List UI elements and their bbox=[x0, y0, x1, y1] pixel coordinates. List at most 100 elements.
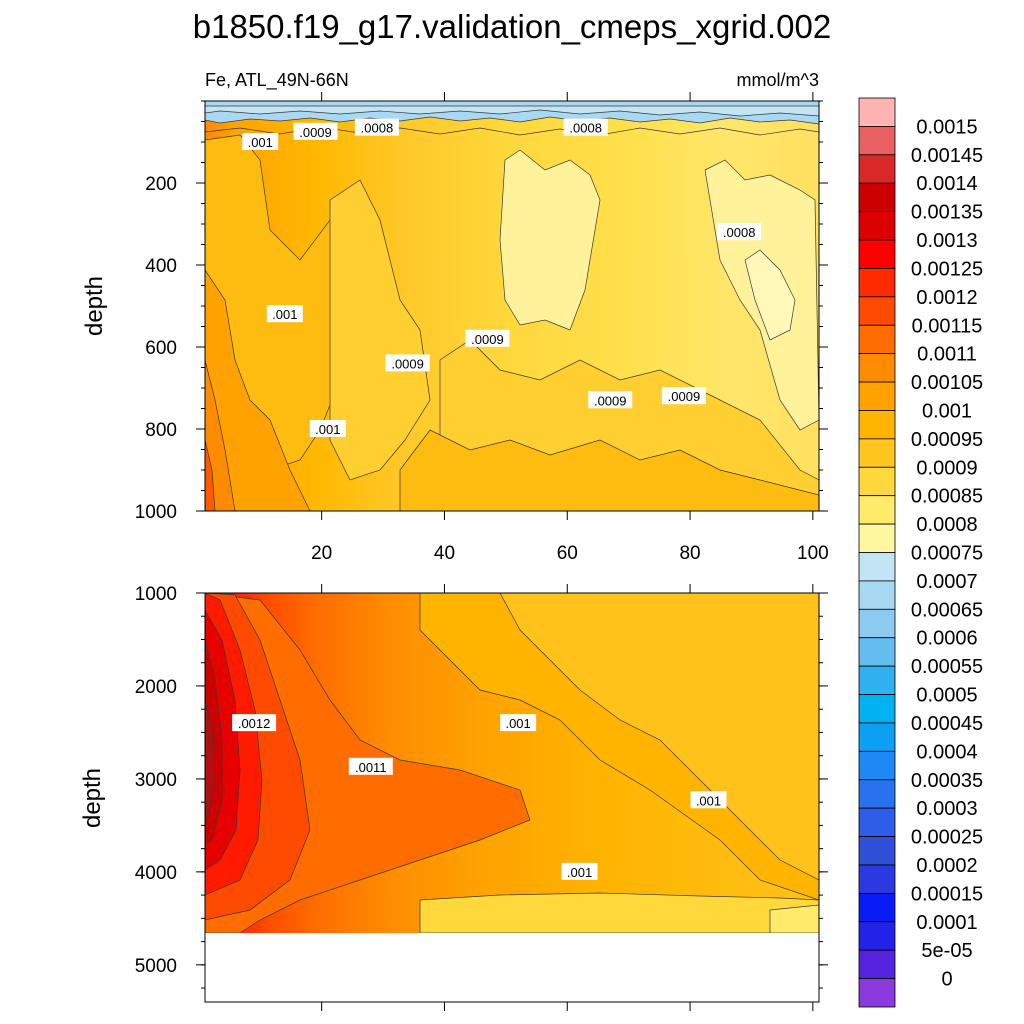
contour-label-text: .0009 bbox=[471, 332, 504, 347]
colorbar-box bbox=[858, 580, 896, 610]
x-tick-label: 20 bbox=[311, 543, 332, 564]
contour-label: .0011 bbox=[348, 757, 393, 775]
colorbar-box bbox=[858, 296, 896, 326]
contour-label-text: .0009 bbox=[391, 356, 424, 371]
lower-plot-frame bbox=[204, 592, 820, 1003]
contour-label-text: .0012 bbox=[238, 716, 271, 731]
lower-00135-core bbox=[205, 699, 215, 821]
colorbar-box bbox=[858, 182, 896, 213]
colorbar-label: 0.00115 bbox=[912, 315, 983, 337]
contour-label-text: .0009 bbox=[594, 393, 627, 408]
colorbar-label: 0.0013 bbox=[916, 230, 977, 252]
colorbar-label: 0.00025 bbox=[911, 827, 983, 849]
contour-label: .0009 bbox=[465, 329, 510, 347]
contour-label: .0008 bbox=[717, 223, 762, 241]
upper-y-axis-label: depth bbox=[81, 276, 108, 336]
colorbar-box bbox=[858, 722, 896, 752]
colorbar: 0.0015 0.00145 0.0014 0.00135 0.0013 0.00125 0… bbox=[858, 97, 983, 1008]
colorbar-label: 0.00085 bbox=[911, 486, 983, 508]
colorbar-box bbox=[858, 665, 896, 695]
lower-missing-data-area bbox=[205, 933, 819, 1002]
contour-label: .001 bbox=[561, 862, 598, 880]
colorbar-box bbox=[858, 552, 896, 582]
colorbar-label: 0.00145 bbox=[911, 145, 983, 167]
colorbar-box bbox=[858, 779, 896, 809]
contour-label-text: .001 bbox=[505, 716, 530, 731]
colorbar-box bbox=[858, 154, 896, 184]
colorbar-label: 0.00135 bbox=[911, 202, 983, 224]
y-tick-label: 800 bbox=[145, 420, 177, 441]
colorbar-box bbox=[858, 892, 896, 923]
colorbar-label: 0.0009 bbox=[916, 457, 977, 479]
colorbar-label: 0.0015 bbox=[916, 116, 977, 138]
colorbar-label: 0.0001 bbox=[916, 912, 977, 934]
colorbar-label: 0.00035 bbox=[911, 770, 983, 792]
contour-label: .0009 bbox=[661, 387, 706, 405]
y-tick-label: 400 bbox=[145, 256, 177, 277]
colorbar-box bbox=[858, 608, 896, 639]
x-tick-label: 60 bbox=[557, 543, 578, 564]
colorbar-label: 0.0014 bbox=[916, 173, 977, 195]
colorbar-box bbox=[858, 495, 896, 525]
y-tick-label: 3000 bbox=[135, 770, 177, 791]
colorbar-label: 0.00065 bbox=[911, 599, 983, 621]
lower-y-axis-label: depth bbox=[79, 768, 106, 828]
axis-ticks: 200 400 600 800 1000 1000 2000 3000 4000 5000 20 40… bbox=[135, 92, 829, 1011]
contour-label: .001 bbox=[242, 133, 279, 150]
y-tick-label: 600 bbox=[145, 338, 177, 359]
contour-label-text: .0011 bbox=[355, 760, 387, 775]
colorbar-label: 0.00075 bbox=[911, 543, 983, 565]
colorbar-box bbox=[858, 353, 896, 383]
contour-label-text: .001 bbox=[696, 793, 721, 808]
contour-label: .0008 bbox=[563, 118, 608, 136]
contour-label-text: .001 bbox=[248, 135, 273, 150]
contour-label-text: .001 bbox=[567, 865, 592, 880]
colorbar-label: 0.00015 bbox=[911, 883, 983, 905]
lower-panel-contours bbox=[205, 593, 819, 933]
contour-label-text: .0009 bbox=[299, 125, 332, 140]
contour-label: .001 bbox=[266, 305, 303, 323]
colorbar-label: 0.0008 bbox=[916, 514, 977, 536]
colorbar-box bbox=[858, 381, 896, 411]
x-tick-label: 80 bbox=[679, 543, 700, 564]
colorbar-box bbox=[858, 836, 896, 866]
colorbar-label: 0.0004 bbox=[916, 741, 977, 763]
y-tick-label: 4000 bbox=[135, 863, 177, 884]
contour-label-text: .001 bbox=[272, 307, 297, 322]
colorbar-label: 0.0011 bbox=[917, 344, 977, 366]
upper-001-region bbox=[205, 269, 311, 511]
colorbar-box bbox=[858, 438, 896, 468]
colorbar-label: 0.001 bbox=[922, 400, 972, 422]
colorbar-label: 0.0006 bbox=[916, 628, 977, 650]
upper-00095-bottom bbox=[399, 429, 819, 511]
x-tick-label: 40 bbox=[434, 543, 455, 564]
colorbar-label: 0.00055 bbox=[911, 656, 983, 678]
contour-label-text: .0008 bbox=[361, 121, 394, 136]
colorbar-box bbox=[858, 126, 896, 156]
upper-0009-tongue-2 bbox=[329, 179, 431, 481]
upper-surface-00075-band bbox=[205, 105, 819, 117]
contour-label-text: .001 bbox=[315, 422, 340, 437]
contour-label: .001 bbox=[309, 420, 346, 437]
upper-0011-region bbox=[205, 439, 216, 511]
colorbar-box bbox=[858, 949, 896, 979]
y-tick-label: 2000 bbox=[135, 677, 177, 698]
colorbar-label: 0.0012 bbox=[916, 287, 977, 309]
contour-label-text: .0008 bbox=[569, 121, 602, 136]
upper-panel-contours bbox=[205, 101, 819, 511]
colorbar-label: 0.00045 bbox=[911, 713, 983, 735]
colorbar-box bbox=[858, 211, 896, 241]
colorbar-box bbox=[858, 97, 896, 127]
chart-title: b1850.f19_g17.validation_cmeps_xgrid.002 bbox=[193, 8, 831, 45]
y-tick-label: 1000 bbox=[135, 502, 177, 523]
colorbar-box bbox=[858, 921, 896, 951]
contour-label: .0008 bbox=[354, 118, 399, 136]
contour-label: .0012 bbox=[232, 714, 277, 732]
contour-label: .001 bbox=[500, 714, 537, 732]
contour-label-text: .0009 bbox=[668, 389, 701, 404]
chart-subtitle-variable: Fe, ATL_49N-66N bbox=[205, 70, 349, 91]
y-tick-label: 200 bbox=[145, 174, 177, 195]
colorbar-box bbox=[858, 324, 896, 355]
colorbar-box bbox=[858, 523, 896, 553]
